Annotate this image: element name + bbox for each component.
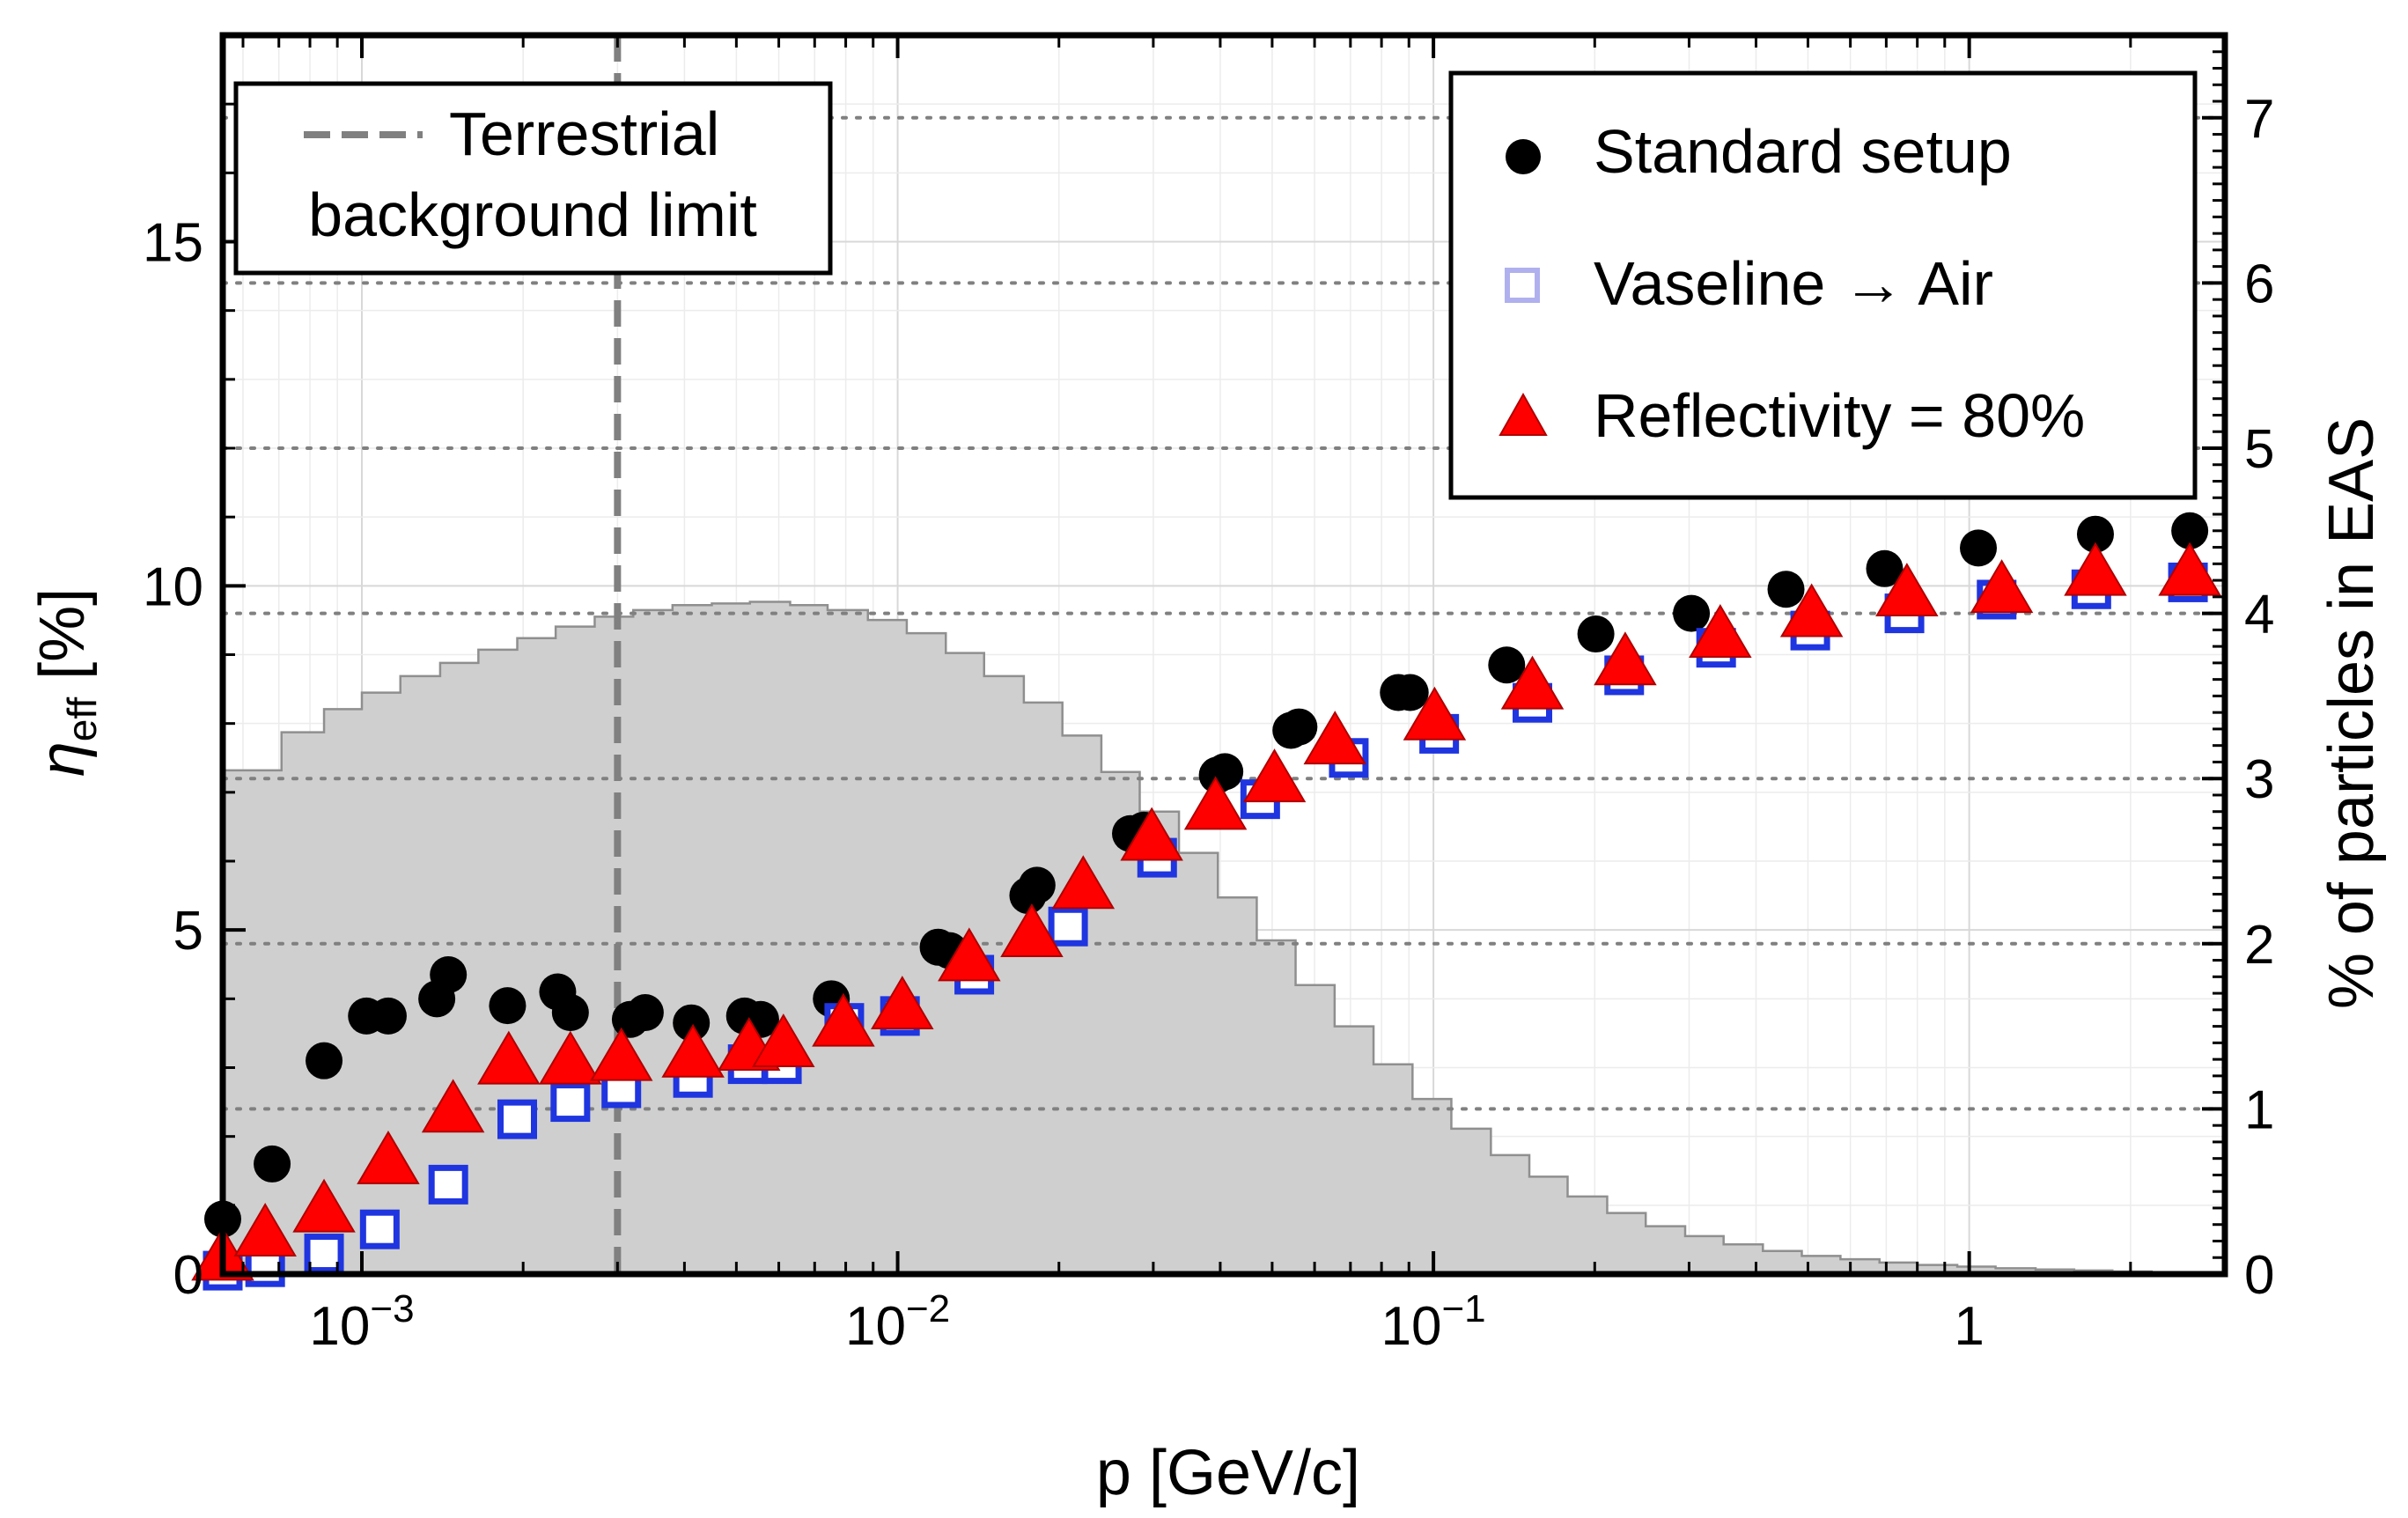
x-tick-label: 10−3 xyxy=(309,1287,414,1357)
legend-label-standard-setup: Standard setup xyxy=(1594,117,2012,186)
x-tick-label-base: 10 xyxy=(845,1296,906,1357)
vline-legend-label-line2: background limit xyxy=(308,181,757,249)
point-reflectivity-80 xyxy=(752,1013,815,1068)
point-reflectivity-80 xyxy=(1970,559,2034,614)
point-reflectivity-80 xyxy=(812,992,875,1047)
y-right-tick-label: 3 xyxy=(2244,749,2274,810)
point-reflectivity-80 xyxy=(2064,542,2127,596)
x-tick-label: 10−2 xyxy=(845,1287,950,1357)
y-left-title-space xyxy=(27,680,98,697)
vline-legend-box xyxy=(233,81,833,276)
x-tick-label: 1 xyxy=(1954,1296,1984,1357)
point-standard-setup xyxy=(306,1042,343,1080)
series-layer xyxy=(191,512,2221,1291)
point-reflectivity-80 xyxy=(938,927,1001,982)
point-standard-setup xyxy=(1960,529,1998,567)
point-reflectivity-80 xyxy=(871,976,934,1030)
point-reflectivity-80 xyxy=(589,1027,653,1081)
point-reflectivity-80 xyxy=(1500,655,1565,710)
legend-marker-vaseline-air xyxy=(1505,268,1540,303)
point-reflectivity-80 xyxy=(421,1079,485,1133)
point-standard-setup xyxy=(2171,512,2209,549)
point-reflectivity-80 xyxy=(1303,711,1367,765)
point-reflectivity-80 xyxy=(1689,603,1752,658)
point-standard-setup xyxy=(1767,571,1805,608)
x-tick-label-base: 1 xyxy=(1954,1296,1984,1357)
y-left-tick-label: 5 xyxy=(173,901,203,962)
point-reflectivity-80 xyxy=(292,1178,356,1233)
point-standard-setup xyxy=(1866,549,1904,587)
x-tick-label-base: 10 xyxy=(1381,1296,1442,1357)
point-standard-setup xyxy=(1673,594,1711,632)
point-standard-setup xyxy=(2076,515,2114,553)
point-vaseline-air xyxy=(1048,906,1088,947)
x-tick-label-exponent: −1 xyxy=(1441,1287,1485,1330)
y-left-title-sub: eff xyxy=(59,697,105,742)
point-standard-setup xyxy=(369,997,407,1035)
legend-label-vaseline-air: Vaseline → Air xyxy=(1594,249,1993,318)
y-right-tick-label: 1 xyxy=(2244,1080,2274,1140)
series-legend-box xyxy=(1448,70,2198,500)
y-axis-left-title: ηeff [%] xyxy=(27,588,105,777)
point-standard-setup xyxy=(1488,646,1526,684)
y-left-title-unit: [%] xyxy=(27,588,98,680)
y-right-tick-label: 7 xyxy=(2244,89,2274,150)
vline-legend: Terrestrial background limit xyxy=(233,81,833,276)
point-reflectivity-80 xyxy=(1183,776,1248,830)
point-standard-setup xyxy=(430,955,468,993)
y-axis-right-title: % of particles in EAS xyxy=(2316,417,2387,1009)
y-right-tick-label: 5 xyxy=(2244,419,2274,480)
x-tick-label: 10−1 xyxy=(1381,1287,1486,1357)
point-reflectivity-80 xyxy=(1594,631,1657,686)
x-tick-label-base: 10 xyxy=(309,1296,370,1357)
point-standard-setup xyxy=(626,993,664,1031)
y-left-title-main: η xyxy=(27,741,98,777)
legend-marker-reflectivity xyxy=(1499,392,1548,436)
point-reflectivity-80 xyxy=(357,1130,420,1184)
point-reflectivity-80 xyxy=(1779,583,1844,637)
x-tick-label-exponent: −2 xyxy=(906,1287,950,1330)
point-vaseline-air xyxy=(304,1234,344,1274)
y-left-tick-label: 0 xyxy=(173,1245,203,1306)
y-right-tick-label: 2 xyxy=(2244,915,2274,976)
point-reflectivity-80 xyxy=(1875,563,1939,617)
point-vaseline-air xyxy=(497,1099,538,1139)
x-tick-label-exponent: −3 xyxy=(370,1287,414,1330)
point-reflectivity-80 xyxy=(539,1030,602,1085)
x-axis-title: p [GeV/c] xyxy=(1096,1438,1360,1508)
point-vaseline-air xyxy=(550,1082,591,1123)
point-reflectivity-80 xyxy=(1403,686,1467,741)
series-legend: Standard setup Vaseline → Air Reflectivi… xyxy=(1448,70,2198,500)
legend-marker-standard-setup xyxy=(1506,139,1541,174)
point-standard-setup xyxy=(1018,866,1056,904)
point-standard-setup xyxy=(673,1004,711,1042)
point-standard-setup xyxy=(1391,674,1429,711)
point-reflectivity-80 xyxy=(1051,855,1116,910)
y-left-tick-label: 15 xyxy=(143,213,203,274)
point-vaseline-air xyxy=(428,1164,468,1205)
point-reflectivity-80 xyxy=(1242,748,1307,803)
point-standard-setup xyxy=(551,993,589,1031)
point-reflectivity-80 xyxy=(477,1030,541,1085)
point-reflectivity-80 xyxy=(1000,903,1064,957)
point-standard-setup xyxy=(1280,708,1318,746)
point-vaseline-air xyxy=(359,1209,400,1249)
point-standard-setup xyxy=(254,1145,291,1183)
y-right-tick-label: 0 xyxy=(2244,1245,2274,1306)
point-reflectivity-80 xyxy=(661,1023,725,1078)
point-reflectivity-80 xyxy=(2158,542,2221,596)
legend-label-reflectivity: Reflectivity = 80% xyxy=(1594,381,2085,450)
point-standard-setup xyxy=(489,987,527,1025)
y-left-tick-label: 10 xyxy=(143,556,203,617)
y-right-tick-label: 4 xyxy=(2244,585,2274,645)
y-right-tick-label: 6 xyxy=(2244,254,2274,314)
point-reflectivity-80 xyxy=(233,1203,297,1257)
point-standard-setup xyxy=(1577,615,1615,653)
point-reflectivity-80 xyxy=(1120,807,1183,861)
vline-legend-label-line1: Terrestrial xyxy=(449,99,719,168)
